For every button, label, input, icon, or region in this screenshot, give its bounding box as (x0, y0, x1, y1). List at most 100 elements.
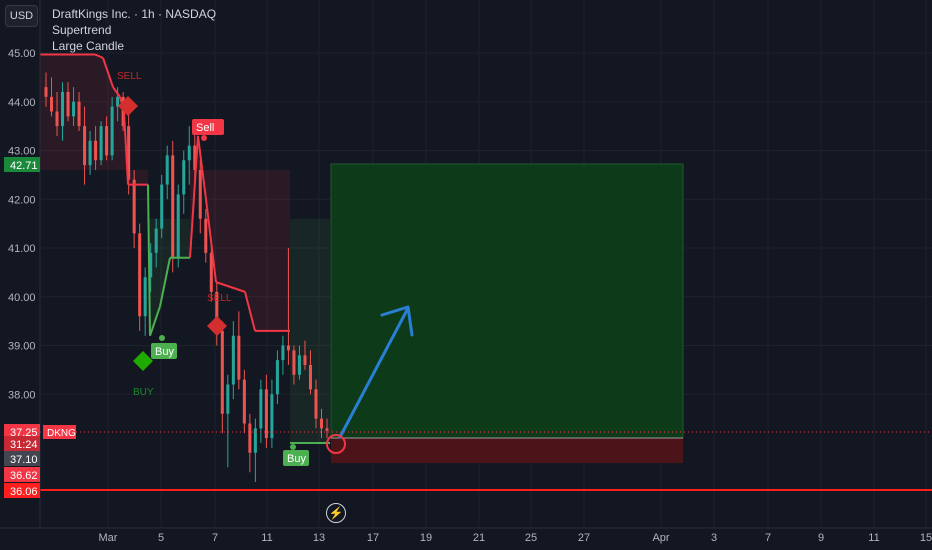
indicator-large-candle[interactable]: Large Candle (52, 39, 125, 53)
candle-body (270, 394, 274, 439)
x-tick-label: 11 (868, 532, 879, 544)
candle-body (77, 101, 81, 127)
candle-body (215, 291, 219, 331)
countdown-label (4, 436, 40, 451)
trend-arrow[interactable] (326, 305, 414, 454)
supertrend-band (216, 170, 245, 292)
x-tick-label: Mar (99, 532, 118, 544)
x-tick-label: 21 (473, 532, 485, 544)
y-tick-label: 39.00 (8, 341, 36, 353)
candle-body (314, 389, 318, 419)
large-candle-buy-text: BUY (133, 387, 154, 398)
levels (40, 431, 932, 491)
target-zone[interactable] (330, 163, 684, 439)
time-axis[interactable]: Mar 5 7 11 13 17 19 21 25 27 Apr 3 7 9 11 15 (0, 527, 932, 544)
large-candle-sell-text-2: SELL (207, 293, 232, 304)
supertrend-segment (244, 291, 256, 332)
large-candle-sell-text: SELL (117, 71, 142, 82)
candle-body (209, 252, 213, 292)
candle-body (110, 106, 114, 156)
y-tick-label: 43.00 (8, 146, 36, 158)
x-tick-label: 25 (525, 532, 537, 544)
x-tick-label: 19 (420, 532, 432, 544)
supertrend-segment (159, 257, 171, 307)
x-tick-label: 5 (158, 532, 164, 544)
candle-body (44, 87, 48, 97)
supertrend-band (255, 170, 290, 331)
x-tick-label: 3 (711, 532, 717, 544)
candle-body (226, 384, 230, 414)
candle-body (49, 96, 54, 112)
large-candle-sell-diamond-icon-2[interactable] (207, 316, 227, 336)
supertrend-buy-dot (159, 335, 165, 341)
candle-body (154, 228, 158, 253)
symbol-tag[interactable] (43, 425, 76, 439)
supertrend-sell-tag[interactable] (192, 119, 224, 135)
candle-body (182, 160, 186, 195)
candle-body (253, 428, 257, 453)
y-tick-label: 44.00 (8, 97, 36, 109)
position-zones (330, 163, 684, 463)
candle-body (319, 418, 324, 429)
candle-body (220, 330, 224, 414)
candle-body (187, 145, 191, 161)
supertrend-segment (149, 306, 161, 337)
currency-button[interactable]: USD (5, 5, 38, 27)
candle-body (248, 423, 252, 453)
symbol-tag-text: DKNG (47, 428, 76, 439)
candle-body (116, 96, 120, 107)
candle-body (308, 365, 312, 390)
supertrend-sell-dot (201, 135, 207, 141)
candle-body (61, 92, 65, 127)
supertrend-buy-tag-2-label: Buy (287, 453, 306, 465)
arrow-shaft (338, 308, 409, 439)
price-axis[interactable]: 45.00 44.00 43.00 42.00 41.00 40.00 39.00 38.00 (8, 0, 41, 528)
signal-markers: SELL Sell Buy BUY SELL Buy (117, 71, 309, 466)
x-tick-label: 13 (313, 532, 325, 544)
candle-body (171, 155, 175, 258)
support-price-label (4, 483, 40, 498)
x-tick-label: 17 (367, 532, 379, 544)
entry-price-label-text: 37.10 (10, 454, 38, 466)
candle-body (204, 218, 208, 253)
supertrend-band (290, 218, 330, 443)
candle-body (72, 101, 76, 117)
candles (44, 72, 329, 482)
y-tick-label: 45.00 (8, 48, 36, 60)
stop-price-label (4, 467, 40, 482)
chart-legend: DraftKings Inc. · 1h · NASDAQ Supertrend… (52, 6, 216, 54)
lightning-icon[interactable]: ⚡ (326, 503, 346, 523)
candle-body (66, 92, 70, 117)
entry-handle-icon[interactable] (326, 434, 346, 454)
x-tick-label: Apr (652, 532, 669, 544)
candle-body (160, 184, 164, 229)
candle-body (242, 379, 246, 424)
x-tick-label: 15 (920, 532, 932, 544)
stop-zone[interactable] (331, 438, 683, 463)
candle-body (83, 126, 87, 166)
indicator-supertrend[interactable]: Supertrend (52, 23, 112, 37)
supertrend-buy-dot-2 (290, 444, 296, 450)
large-candle-buy-diamond-icon[interactable] (133, 351, 153, 371)
candle-body (138, 233, 142, 317)
large-candle-sell-diamond-icon[interactable] (118, 96, 138, 116)
target-price-label (4, 157, 40, 172)
candle-body (94, 140, 98, 161)
supertrend-segment (94, 53, 104, 59)
supertrend-buy-tag[interactable] (151, 343, 177, 359)
candle-body (99, 126, 103, 161)
candle-body (165, 155, 169, 185)
candle-body (127, 126, 131, 180)
supertrend-buy-tag-2[interactable] (283, 450, 309, 466)
supertrend-band (245, 170, 255, 331)
candle-body (231, 335, 235, 385)
y-tick-label: 38.00 (8, 389, 36, 401)
supertrend-segment (123, 111, 129, 185)
y-tick-label: 41.00 (8, 243, 36, 255)
candle-body (303, 355, 307, 365)
supertrend-segment (189, 135, 199, 258)
x-tick-label: 7 (765, 532, 771, 544)
